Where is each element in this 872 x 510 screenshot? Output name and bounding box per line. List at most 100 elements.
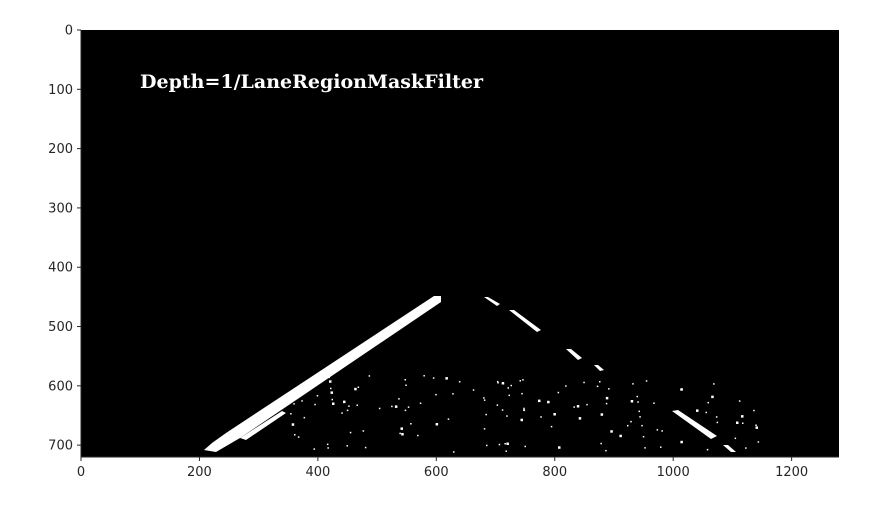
noise-pixel xyxy=(447,418,450,420)
noise-pixel xyxy=(565,385,567,387)
y-tick-label: 300 xyxy=(48,201,73,216)
noise-pixel xyxy=(407,406,410,408)
noise-pixel xyxy=(356,404,358,406)
noise-pixel xyxy=(378,407,381,410)
noise-pixel xyxy=(404,379,406,381)
noise-pixel xyxy=(346,409,349,412)
noise-pixel xyxy=(557,391,560,394)
noise-pixel xyxy=(745,447,747,449)
noise-pixel xyxy=(497,382,499,384)
noise-pixel xyxy=(483,397,485,399)
y-tick-label: 400 xyxy=(48,261,73,276)
noise-pixel xyxy=(630,400,634,403)
noise-pixel xyxy=(715,416,718,418)
noise-pixel xyxy=(680,388,682,391)
noise-pixel xyxy=(496,404,499,406)
noise-pixel xyxy=(458,381,461,383)
noise-pixel xyxy=(522,379,524,381)
noise-pixel xyxy=(550,425,553,428)
noise-pixel xyxy=(523,407,525,410)
noise-pixel xyxy=(506,442,509,445)
noise-pixel xyxy=(401,433,404,436)
noise-pixel xyxy=(705,411,707,414)
noise-pixel xyxy=(496,380,499,383)
noise-pixel xyxy=(619,434,622,438)
noise-pixel xyxy=(326,443,329,446)
noise-pixel xyxy=(472,389,475,391)
noise-pixel xyxy=(419,402,422,404)
right-lane-mask-segment-1 xyxy=(509,310,541,332)
noise-pixel xyxy=(524,445,526,448)
x-tick-label: 0 xyxy=(77,465,85,480)
noise-pixel xyxy=(435,393,437,396)
noise-pixel xyxy=(327,447,329,449)
noise-pixel xyxy=(755,424,757,426)
noise-pixel xyxy=(610,430,613,433)
x-axis-ticks: 0 200 400 600 800 1000 1200 xyxy=(77,457,808,480)
noise-pixel xyxy=(547,400,550,404)
noise-pixel xyxy=(711,395,714,399)
noise-pixel xyxy=(586,403,588,406)
noise-pixel xyxy=(576,405,580,408)
noise-pixel xyxy=(656,429,659,431)
noise-pixel xyxy=(483,399,486,401)
noise-pixel xyxy=(540,416,542,418)
noise-pixel xyxy=(483,428,486,430)
noise-pixel xyxy=(716,421,719,424)
noise-pixel xyxy=(328,376,330,379)
noise-pixel xyxy=(605,402,608,405)
noise-pixel xyxy=(736,421,739,424)
y-tick-label: 200 xyxy=(48,142,73,157)
noise-pixel xyxy=(368,375,371,377)
noise-pixel xyxy=(741,415,744,418)
black-background xyxy=(81,30,839,457)
mask-image: Depth=1/LaneRegionMaskFilter xyxy=(81,30,839,457)
noise-pixel xyxy=(394,405,398,408)
noise-pixel xyxy=(330,391,333,394)
noise-pixel xyxy=(301,400,303,402)
noise-pixel xyxy=(303,416,306,419)
noise-pixel xyxy=(608,388,610,390)
noise-pixel xyxy=(696,409,699,412)
noise-pixel xyxy=(330,387,332,390)
x-tick-label: 400 xyxy=(305,465,330,480)
noise-pixel xyxy=(294,434,296,436)
x-tick-label: 200 xyxy=(187,465,212,480)
y-tick-label: 0 xyxy=(65,24,73,39)
noise-pixel xyxy=(452,393,454,395)
noise-pixel xyxy=(734,437,737,440)
x-tick-label: 600 xyxy=(424,465,449,480)
noise-pixel xyxy=(538,399,541,403)
noise-pixel xyxy=(523,409,526,412)
noise-pixel xyxy=(362,430,365,432)
noise-pixel xyxy=(364,446,367,449)
noise-pixel xyxy=(507,387,509,389)
noise-pixel xyxy=(313,448,315,450)
noise-pixel xyxy=(398,398,400,400)
overlay-title: Depth=1/LaneRegionMaskFilter xyxy=(140,71,484,93)
right-lane-mask-top xyxy=(484,297,500,306)
noise-pixel xyxy=(632,383,634,385)
noise-pixel xyxy=(653,402,655,404)
x-tick-label: 1000 xyxy=(657,465,690,480)
noise-pixel xyxy=(506,415,508,417)
noise-pixel xyxy=(349,431,352,434)
y-tick-label: 500 xyxy=(48,320,73,335)
noise-pixel xyxy=(755,426,758,429)
noise-pixel xyxy=(596,385,599,388)
noise-pixel xyxy=(644,447,646,449)
noise-pixel xyxy=(332,402,335,405)
left-lane-mask xyxy=(204,296,441,452)
noise-pixel xyxy=(639,416,641,418)
x-tick-label: 800 xyxy=(542,465,567,480)
noise-pixel xyxy=(638,410,640,413)
noise-pixel xyxy=(645,380,648,382)
noise-pixel xyxy=(331,398,333,401)
noise-pixel xyxy=(707,401,709,404)
noise-pixel xyxy=(435,423,439,426)
noise-pixel xyxy=(738,400,741,402)
noise-pixel xyxy=(630,420,632,423)
noise-pixel xyxy=(636,395,638,398)
noise-pixel xyxy=(578,417,582,420)
